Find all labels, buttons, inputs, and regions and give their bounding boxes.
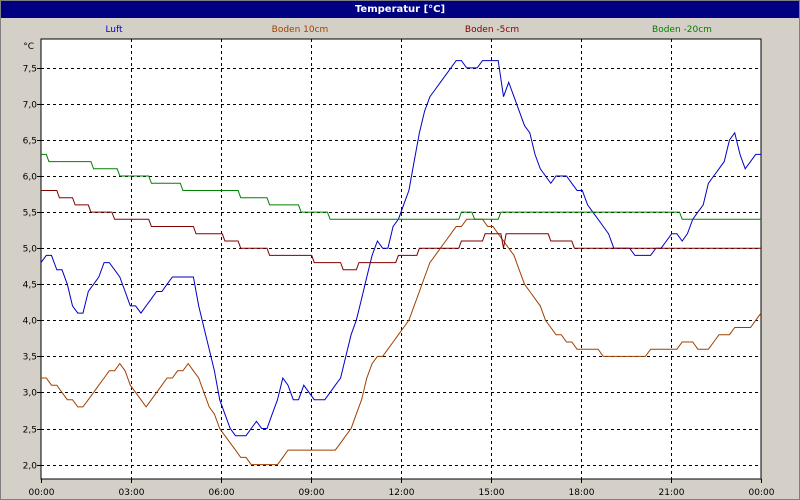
x-axis: 00:0010.12.1903:0010.12.1906:0010.12.190… xyxy=(29,479,775,498)
x-tick-time: 00:00 xyxy=(29,488,55,498)
series-line-luft xyxy=(40,60,761,437)
legend-entry: Boden 10cm xyxy=(272,25,329,35)
x-tick-time: 03:00 xyxy=(119,488,145,498)
series-line-boden-10cm xyxy=(41,218,762,466)
series-line-boden-20cm xyxy=(41,153,761,220)
temperature-chart: °C 2,02,53,03,54,04,55,05,56,06,57,07,5 … xyxy=(23,25,775,498)
x-tick-time: 00:00 xyxy=(749,488,775,498)
y-tick-label: 4,5 xyxy=(23,281,37,291)
x-tick-time: 15:00 xyxy=(479,488,505,498)
series-line-boden-5cm xyxy=(41,190,761,271)
y-axis: °C 2,0 2,5 3,0 3,5 4,0 4,5 5,0 5,5 6,0 6,5 7,0 7,5 xyxy=(23,42,41,472)
y-tick-label: 6,5 xyxy=(23,137,37,147)
x-tick-time: 18:00 xyxy=(569,488,595,498)
x-tick-time: 21:00 xyxy=(659,488,685,498)
y-axis-unit: °C xyxy=(23,42,34,52)
x-tick-time: 09:00 xyxy=(299,488,325,498)
y-tick-label: 4,0 xyxy=(23,317,38,327)
y-tick-label: 6,0 xyxy=(23,173,38,183)
legend-entry: Luft xyxy=(105,25,123,35)
y-tick-label: 7,5 xyxy=(23,65,37,75)
x-tick-time: 06:00 xyxy=(209,488,235,498)
x-tick-time: 12:00 xyxy=(389,488,415,498)
y-tick-label: 7,0 xyxy=(23,101,38,111)
legend-entry: Boden -5cm xyxy=(465,25,519,35)
y-tick-label: 3,5 xyxy=(23,353,37,363)
y-tick-label: 2,5 xyxy=(23,426,37,436)
window-title: Temperatur [°C] xyxy=(1,1,799,18)
legend-entry: Boden -20cm xyxy=(652,25,712,35)
y-tick-label: 3,0 xyxy=(23,389,38,399)
y-tick-label: 5,0 xyxy=(23,245,38,255)
series-lines xyxy=(40,60,762,466)
y-tick-label: 5,5 xyxy=(23,209,37,219)
y-tick-label: 2,0 xyxy=(23,462,38,472)
legend: Luft Boden 10cm Boden -5cm Boden -20cm xyxy=(105,25,712,35)
